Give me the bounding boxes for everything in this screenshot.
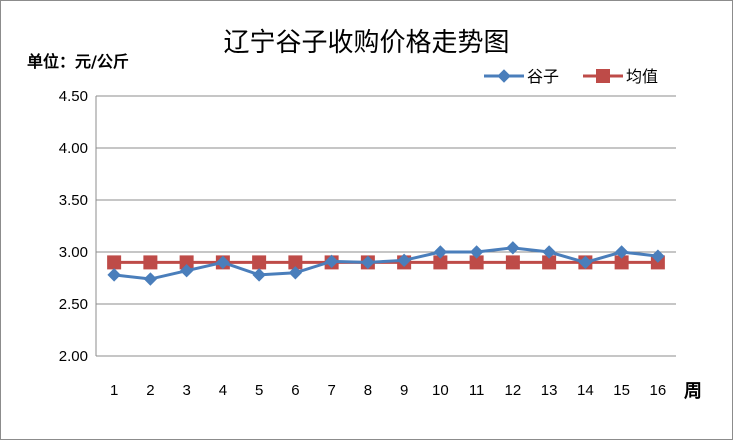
data-point-0 [288,266,303,280]
data-point-0 [469,245,484,259]
y-tick-label: 4.50 [59,88,88,105]
x-tick-label: 6 [291,382,299,399]
data-point-0 [578,255,593,270]
data-point-0 [216,255,230,270]
x-tick-label: 9 [400,382,408,399]
data-point-1 [143,255,158,270]
data-point-1 [252,255,267,270]
data-point-0 [361,255,375,270]
legend-marker [596,69,610,83]
data-point-0 [614,245,629,259]
data-point-0 [324,254,339,269]
x-tick-label: 15 [613,382,630,399]
x-tick-label: 4 [219,382,227,399]
data-point-0 [107,268,121,282]
y-tick-label: 4.00 [59,140,88,157]
x-axis-unit-label: 周 [684,381,702,402]
y-tick-label: 3.00 [59,244,88,261]
x-tick-label: 5 [255,382,263,399]
x-tick-label: 13 [541,382,558,399]
x-tick-label: 7 [327,382,335,399]
x-tick-label: 11 [469,382,485,399]
data-point-1 [505,255,520,270]
y-axis-unit-label: 单位：元/公斤 [27,52,129,71]
data-point-0 [542,245,556,259]
legend-marker [497,69,511,83]
x-tick-label: 2 [146,382,154,399]
x-tick-label: 1 [110,382,118,399]
legend-label: 均值 [626,67,658,86]
data-point-0 [252,268,266,282]
x-tick-label: 3 [182,382,190,399]
y-tick-label: 2.00 [59,348,88,365]
y-tick-label: 3.50 [59,192,88,209]
y-tick-label: 2.50 [59,296,88,313]
x-tick-label: 16 [650,382,667,399]
legend-label: 谷子 [527,67,559,86]
x-tick-label: 10 [432,382,449,399]
data-point-0 [179,264,194,278]
data-point-0 [143,272,158,286]
x-tick-label: 14 [577,382,594,399]
data-point-0 [651,249,665,263]
data-point-0 [397,253,411,268]
x-tick-label: 12 [505,382,522,399]
data-point-1 [107,255,122,270]
chart-title: 辽宁谷子收购价格走势图 [223,28,510,58]
x-tick-label: 8 [364,382,372,399]
data-point-0 [433,245,448,259]
series-line-0 [113,246,659,281]
data-point-0 [506,241,520,255]
